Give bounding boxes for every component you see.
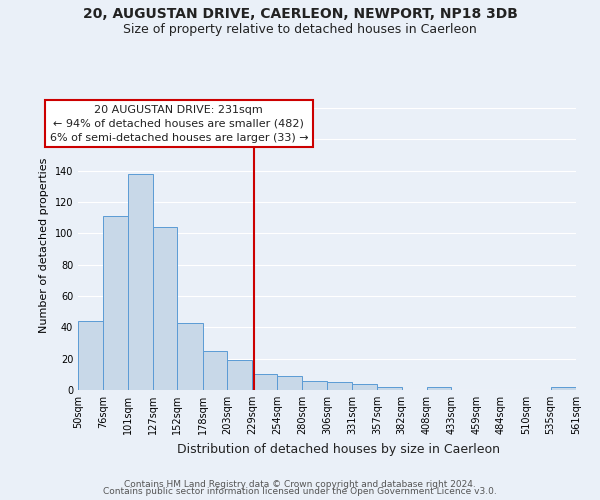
Text: Size of property relative to detached houses in Caerleon: Size of property relative to detached ho… (123, 22, 477, 36)
Y-axis label: Number of detached properties: Number of detached properties (39, 158, 49, 332)
Bar (352, 384, 377, 390)
Bar (203, 351, 227, 390)
Bar (253, 374, 277, 390)
Bar (78, 321, 103, 390)
Bar (377, 387, 401, 390)
Bar (302, 380, 328, 390)
Bar (103, 216, 128, 390)
Bar (227, 360, 253, 390)
Bar (128, 174, 153, 390)
Bar (277, 376, 302, 390)
Text: Contains public sector information licensed under the Open Government Licence v3: Contains public sector information licen… (103, 488, 497, 496)
Bar (153, 227, 178, 390)
Bar (328, 382, 352, 390)
Bar (551, 387, 576, 390)
Text: Contains HM Land Registry data © Crown copyright and database right 2024.: Contains HM Land Registry data © Crown c… (124, 480, 476, 489)
Bar (427, 387, 451, 390)
Bar (178, 322, 203, 390)
Text: 20 AUGUSTAN DRIVE: 231sqm
← 94% of detached houses are smaller (482)
6% of semi-: 20 AUGUSTAN DRIVE: 231sqm ← 94% of detac… (50, 104, 308, 142)
Text: 20, AUGUSTAN DRIVE, CAERLEON, NEWPORT, NP18 3DB: 20, AUGUSTAN DRIVE, CAERLEON, NEWPORT, N… (83, 8, 517, 22)
Text: Distribution of detached houses by size in Caerleon: Distribution of detached houses by size … (178, 442, 500, 456)
